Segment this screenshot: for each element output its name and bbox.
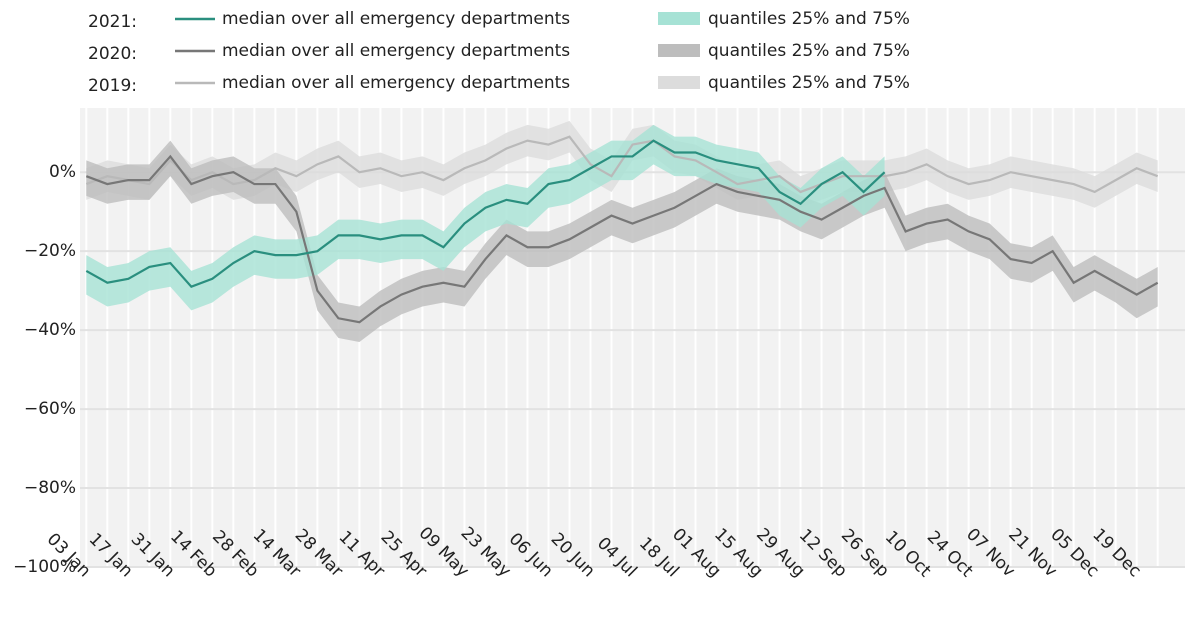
legend-year: 2021: bbox=[88, 12, 137, 32]
y-tick-label: 0% bbox=[49, 162, 76, 182]
legend-label: quantiles 25% and 75% bbox=[708, 9, 910, 29]
legend-label: median over all emergency departments bbox=[222, 41, 570, 61]
legend-band-swatch bbox=[658, 76, 700, 89]
median-line bbox=[85, 135, 1159, 194]
legend-band-swatch bbox=[658, 12, 700, 25]
median-line bbox=[85, 154, 1159, 324]
legend-year: 2020: bbox=[88, 44, 137, 64]
median-line bbox=[85, 139, 886, 288]
legend-year: 2019: bbox=[88, 76, 137, 96]
y-tick-label: −80% bbox=[24, 478, 76, 498]
y-tick-label: −40% bbox=[24, 320, 76, 340]
legend-label: quantiles 25% and 75% bbox=[708, 73, 910, 93]
quantile-band bbox=[86, 124, 885, 311]
y-tick-label: −60% bbox=[24, 399, 76, 419]
legend-label: median over all emergency departments bbox=[222, 9, 570, 29]
legend-label: median over all emergency departments bbox=[222, 73, 570, 93]
quantile-band bbox=[86, 140, 1158, 342]
y-tick-label: −20% bbox=[24, 241, 76, 261]
y-tick-label: −100% bbox=[13, 557, 76, 577]
legend-band-swatch bbox=[658, 44, 700, 57]
legend-label: quantiles 25% and 75% bbox=[708, 41, 910, 61]
